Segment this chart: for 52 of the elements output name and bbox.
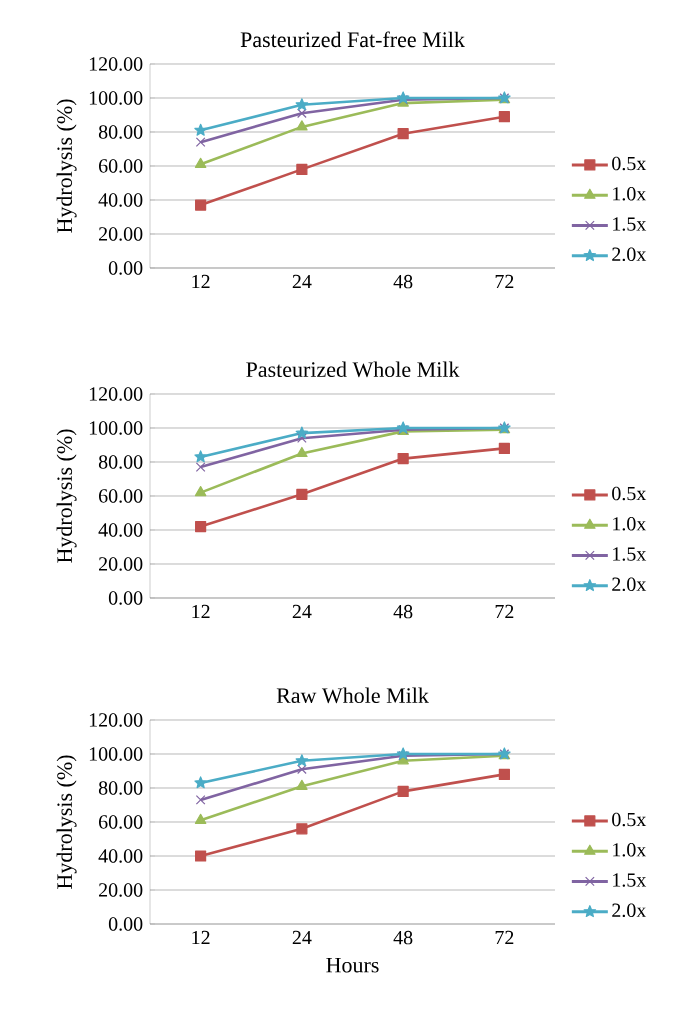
y-tick-label: 60.00 — [98, 489, 143, 503]
legend-label: 2.0x — [612, 247, 647, 262]
legend-label: 1.5x — [613, 217, 647, 231]
x-tick-label: 12 — [192, 604, 210, 619]
chart-title: Pasteurized Fat-free Milk — [240, 31, 465, 48]
x-tick-label: 12 — [192, 274, 210, 289]
x-tick-label: 48 — [393, 604, 413, 619]
y-tick-label: 100.00 — [89, 421, 143, 435]
y-axis-title: Hydrolysis (%) — [56, 99, 77, 233]
y-tick-label: 0.00 — [108, 917, 143, 931]
y-tick-label: 20.00 — [99, 557, 143, 571]
legend-label: 0.5x — [612, 486, 647, 501]
y-tick-label: 60.00 — [98, 159, 143, 173]
legend-label: 0.5x — [612, 812, 647, 827]
legend-label: 0.5x — [612, 156, 647, 171]
x-tick-label: 12 — [192, 930, 210, 945]
x-axis-title: Hours — [326, 957, 379, 973]
x-tick-label: 48 — [393, 930, 413, 945]
x-tick-label: 48 — [393, 274, 413, 289]
x-tick-label: 24 — [292, 274, 312, 289]
legend-label: 1.0x — [613, 517, 647, 531]
chart-title: Raw Whole Milk — [276, 687, 429, 704]
chart-title: Pasteurized Whole Milk — [246, 361, 460, 378]
y-tick-label: 0.00 — [108, 591, 143, 605]
legend-label: 1.5x — [613, 547, 647, 561]
y-axis-title: Hydrolysis (%) — [56, 429, 77, 563]
y-tick-label: 120.00 — [89, 713, 143, 727]
legend-label: 1.0x — [613, 843, 647, 857]
y-tick-label: 40.00 — [98, 193, 143, 207]
y-tick-label: 20.00 — [99, 883, 143, 897]
y-tick-label: 40.00 — [98, 849, 143, 863]
x-tick-label: 24 — [292, 930, 312, 945]
y-axis-title: Hydrolysis (%) — [56, 755, 77, 889]
x-tick-label: 72 — [495, 274, 514, 289]
legend-label: 1.0x — [613, 187, 647, 201]
x-tick-label: 24 — [292, 604, 312, 619]
y-tick-label: 100.00 — [89, 91, 143, 105]
legend-label: 2.0x — [612, 577, 647, 592]
y-tick-label: 80.00 — [98, 125, 143, 139]
y-tick-label: 40.00 — [98, 523, 143, 537]
y-tick-label: 0.00 — [108, 261, 143, 275]
x-tick-label: 72 — [495, 930, 514, 945]
legend-label: 1.5x — [613, 873, 647, 887]
y-tick-label: 120.00 — [89, 57, 143, 71]
y-tick-label: 60.00 — [98, 815, 143, 829]
y-tick-label: 80.00 — [98, 781, 143, 795]
legend-label: 2.0x — [612, 903, 647, 918]
y-tick-label: 80.00 — [98, 455, 143, 469]
y-tick-label: 100.00 — [89, 747, 143, 761]
y-tick-label: 20.00 — [99, 227, 143, 241]
x-tick-label: 72 — [495, 604, 514, 619]
y-tick-label: 120.00 — [89, 387, 143, 401]
